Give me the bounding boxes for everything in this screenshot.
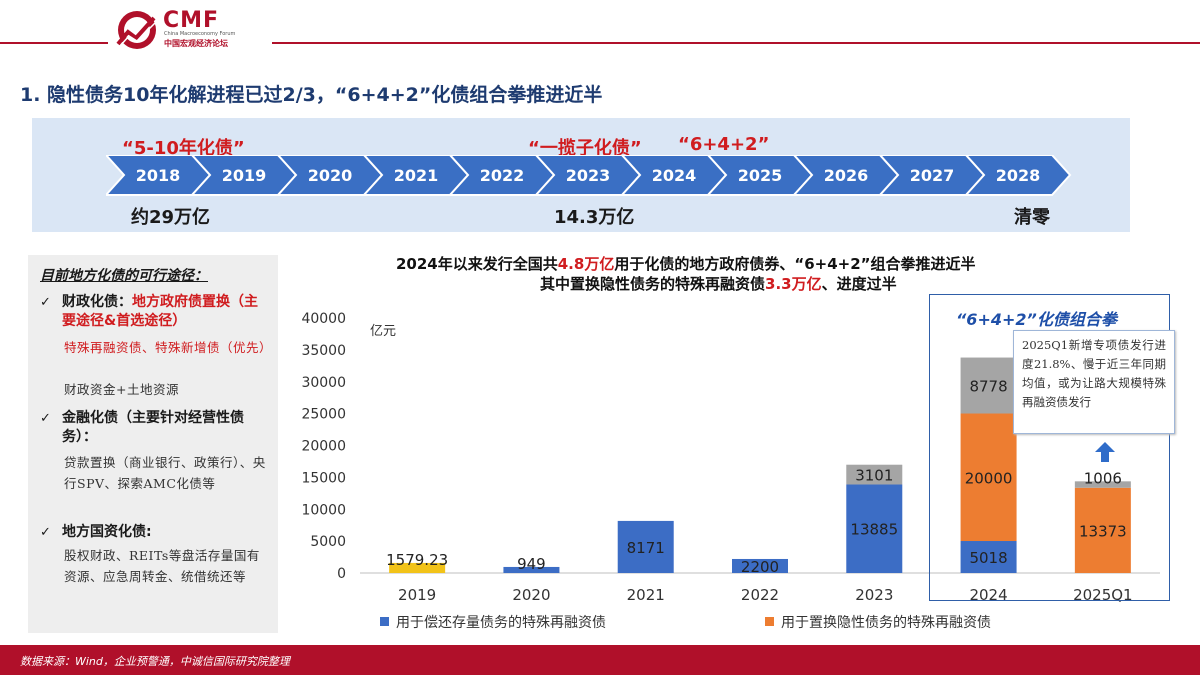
bar-segment xyxy=(617,520,674,573)
timeline-year-label: 2023 xyxy=(566,166,611,185)
chart-title-line-1: 2024年以来发行全国共4.8万亿用于化债的地方政府债券、“6+4+2”组合拳推… xyxy=(396,255,976,273)
bar-data-label: 949 xyxy=(517,555,546,573)
y-tick-label: 40000 xyxy=(301,311,346,327)
route-state-asset-detail: 股权财政、REITs等盘活存量国有资源、应急周转金、统借统还等 xyxy=(64,548,260,584)
check-icon: ✓ xyxy=(40,525,51,540)
bar-segment xyxy=(960,357,1017,414)
timeline-year-label: 2020 xyxy=(308,166,353,185)
route-fiscal-funds: 财政资金+土地资源 xyxy=(64,382,179,397)
bar-segment xyxy=(503,566,560,573)
legend-label: 用于偿还存量债务的特殊再融资债 xyxy=(396,615,606,631)
check-icon: ✓ xyxy=(40,295,51,310)
bar-data-label: 13373 xyxy=(1079,522,1127,540)
bar-data-label: 13885 xyxy=(850,521,898,539)
header-rule-left xyxy=(0,42,108,44)
cmf-logo-icon xyxy=(116,11,157,49)
bar-segment xyxy=(960,541,1017,573)
timeline-year-label: 2022 xyxy=(480,166,525,185)
bar-data-label: 8778 xyxy=(969,378,1007,396)
note-callout: 2025Q1新增专项债发行进度21.8%、慢于近三年同期均值，或为让路大规模特殊… xyxy=(1013,330,1175,434)
header-rule-right xyxy=(272,42,1200,44)
bar-data-label: 8171 xyxy=(627,539,665,557)
y-tick-label: 25000 xyxy=(301,407,346,423)
y-tick-label: 10000 xyxy=(301,502,346,518)
x-tick-label: 2024 xyxy=(969,586,1007,604)
bar-segment xyxy=(960,413,1017,542)
timeline-start-value: 约29万亿 xyxy=(131,207,211,228)
footer-source: 数据来源：Wind，企业预警通，中诚信国际研究院整理 xyxy=(20,655,290,668)
timeline-year-label: 2024 xyxy=(652,166,697,185)
timeline-year-label: 2027 xyxy=(910,166,955,185)
bond-issuance-chart: 0 5000 10000 15000 20000 25000 30000 35000 40000… xyxy=(301,311,1160,631)
bar-data-label: 3101 xyxy=(855,467,893,485)
route-state-asset-head: 地方国资化债: xyxy=(62,524,152,540)
timeline-year-label: 2021 xyxy=(394,166,439,185)
x-tick-label: 2025Q1 xyxy=(1073,586,1133,604)
legend-swatch xyxy=(765,617,774,626)
x-tick-label: 2019 xyxy=(398,586,436,604)
bar-segment xyxy=(846,464,903,485)
route-financial-head: 金融化债（主要针对经营性债务）： xyxy=(62,410,244,445)
logo-text: CMF xyxy=(163,8,220,33)
y-tick-label: 30000 xyxy=(301,375,346,391)
footer-bar xyxy=(0,645,1200,675)
routes-title: 目前地方化债的可行途径： xyxy=(40,268,208,284)
x-tick-label: 2022 xyxy=(741,586,779,604)
legend-label: 用于置换隐性债务的特殊再融资债 xyxy=(781,614,991,631)
y-tick-label: 5000 xyxy=(310,534,346,550)
timeline-end-value: 清零 xyxy=(1014,207,1050,228)
legend-swatch xyxy=(380,617,389,626)
bar-data-label: 5018 xyxy=(969,549,1007,567)
timeline-label-package: “一揽子化债” xyxy=(528,138,642,159)
bar-segment xyxy=(1074,481,1131,488)
y-unit-label: 亿元 xyxy=(370,324,396,339)
timeline-year-label: 2025 xyxy=(738,166,783,185)
timeline-year-label: 2026 xyxy=(824,166,869,185)
bar-data-label: 2200 xyxy=(741,558,779,576)
route-financial-detail: 贷款置换（商业银行、政策行）、央行SPV、探索AMC化债等 xyxy=(64,455,266,491)
timeline-year-label: 2018 xyxy=(136,166,181,185)
timeline-year-label: 2019 xyxy=(222,166,267,185)
bar-segment xyxy=(389,562,446,573)
timeline-label-642: “6+4+2” xyxy=(678,134,770,155)
y-tick-label: 35000 xyxy=(301,343,346,359)
timeline-label-5-10: “5-10年化债” xyxy=(122,138,245,159)
bar-data-label: 1006 xyxy=(1084,469,1122,487)
highlight-title: “6+4+2”化债组合拳 xyxy=(956,310,1117,329)
timeline-arrows: 2018 2019 2020 2021 2022 2023 2024 2025 2026 2027… xyxy=(106,155,1072,196)
page-title: 1. 隐性债务10年化解进程已过2/3，“6+4+2”化债组合拳推进近半 xyxy=(20,84,603,106)
bar-segment xyxy=(846,484,903,573)
y-tick-label: 20000 xyxy=(301,439,346,455)
x-tick-label: 2020 xyxy=(512,586,550,604)
routes-panel xyxy=(28,255,278,633)
bar-segment xyxy=(732,558,788,573)
arrow-up-icon xyxy=(1095,442,1115,462)
logo-chinese: 中国宏观经济论坛 xyxy=(164,39,228,48)
logo-subtitle: China Macroeconomy Forum xyxy=(164,31,236,37)
check-icon: ✓ xyxy=(40,411,51,426)
bar-segment xyxy=(1074,487,1131,573)
timeline-year-label: 2028 xyxy=(996,166,1041,185)
y-tick-label: 0 xyxy=(337,566,346,582)
highlight-box-2024-2025 xyxy=(929,294,1170,601)
y-tick-label: 15000 xyxy=(301,470,346,486)
route-fiscal-detail: 特殊再融资债、特殊新增债（优先） xyxy=(64,340,273,355)
chart-title-line-2: 其中置换隐性债务的特殊再融资债3.3万亿、进度过半 xyxy=(540,275,897,293)
x-tick-label: 2021 xyxy=(627,586,665,604)
bar-data-label: 1579.23 xyxy=(386,551,448,569)
x-tick-label: 2023 xyxy=(855,586,893,604)
bar-data-label: 20000 xyxy=(965,469,1013,487)
route-fiscal-head: 财政化债：地方政府债置换（主要途径&首选途径） xyxy=(62,294,258,329)
timeline-chevron xyxy=(963,155,1072,196)
timeline-mid-value: 14.3万亿 xyxy=(554,207,635,228)
